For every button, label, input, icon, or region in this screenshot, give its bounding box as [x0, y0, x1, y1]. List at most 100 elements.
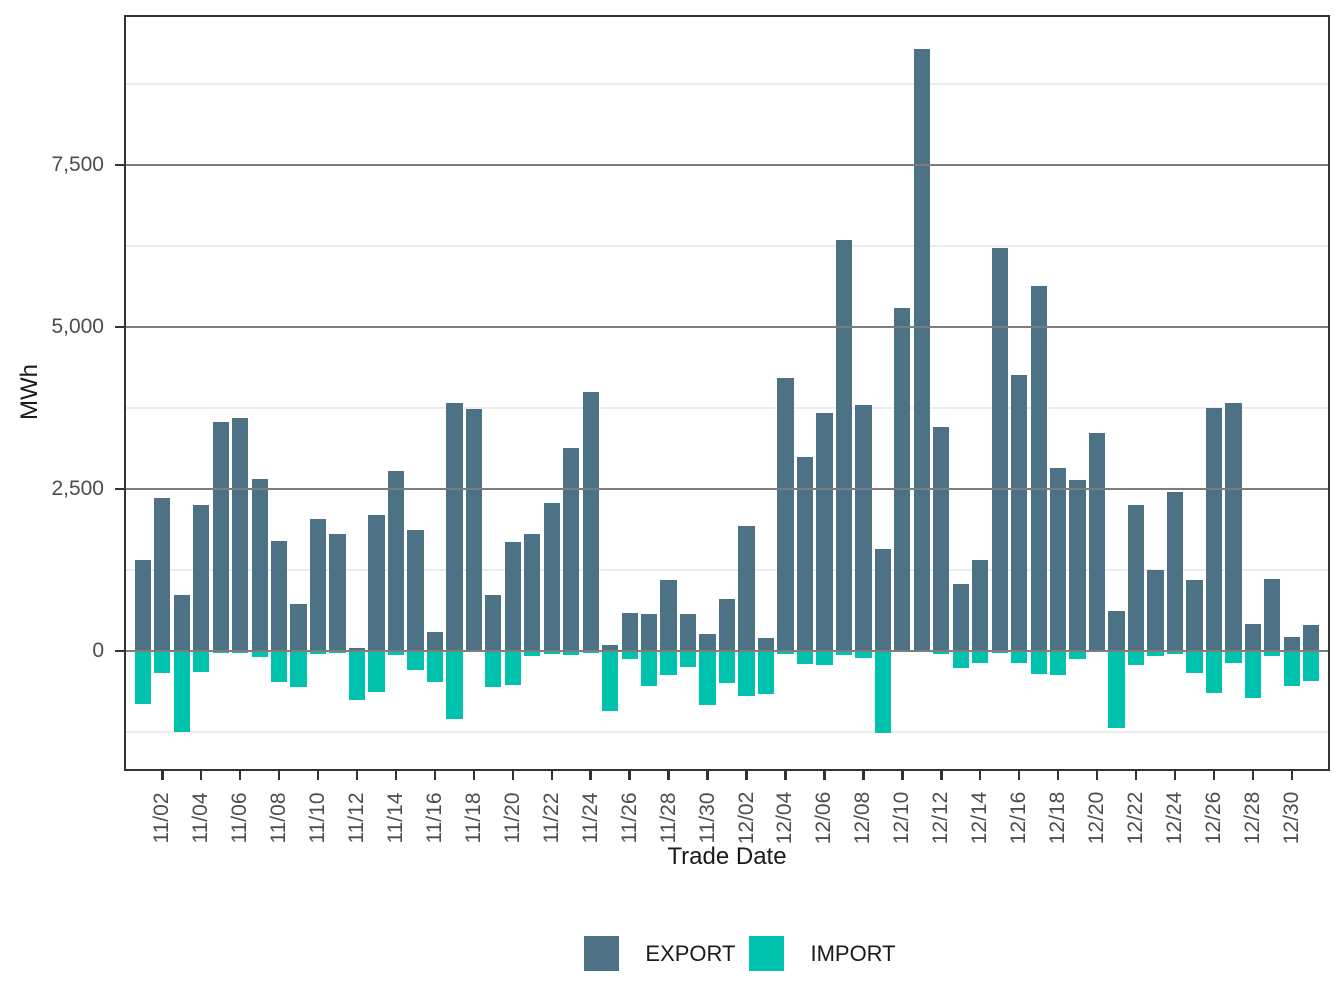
- bar-import-12/31: [1303, 651, 1320, 681]
- x-tick-label-12/06: 12/06: [812, 791, 836, 845]
- bar-export-12/27: [1225, 402, 1242, 651]
- x-tick-label-11/12: 11/12: [345, 792, 369, 844]
- x-tickmark-11/24: [589, 771, 592, 780]
- x-tick-label-11/20: 11/20: [500, 792, 524, 844]
- x-tick-label-11/18: 11/18: [461, 792, 485, 844]
- bar-import-11/19: [485, 651, 502, 687]
- bar-import-11/16: [426, 651, 444, 683]
- x-tick-label-11/14: 11/14: [383, 792, 407, 844]
- bar-export-12/05: [796, 457, 814, 651]
- bar-export-12/30: [1283, 636, 1300, 651]
- x-tickmark-12/28: [1251, 771, 1255, 780]
- x-tickmark-12/20: [1095, 771, 1099, 780]
- bar-import-12/22: [1127, 651, 1145, 665]
- bar-import-12/21: [1108, 651, 1125, 729]
- minor-gridline-6250: [124, 245, 1330, 247]
- legend-label-import: IMPORT: [810, 940, 896, 966]
- x-tickmark-12/14: [978, 771, 982, 780]
- x-tickmark-11/06: [238, 771, 242, 780]
- bar-export-11/24: [582, 391, 599, 651]
- x-tickmark-12/18: [1056, 771, 1060, 780]
- bar-export-11/08: [270, 540, 288, 651]
- bar-export-11/17: [446, 402, 463, 651]
- bar-export-12/08: [855, 404, 872, 651]
- bar-export-11/21: [524, 534, 541, 651]
- bar-import-11/08: [270, 651, 288, 682]
- bar-import-11/28: [660, 651, 677, 675]
- x-tick-label-11/22: 11/22: [539, 792, 563, 844]
- bar-import-11/06: [232, 651, 249, 654]
- bar-import-11/25: [602, 651, 619, 711]
- bar-export-11/29: [679, 614, 697, 651]
- major-gridline-0: [124, 650, 1330, 652]
- bar-export-11/18: [465, 409, 483, 651]
- bar-import-12/24: [1166, 651, 1184, 655]
- bar-export-12/17: [1030, 286, 1047, 651]
- plot-area: [124, 15, 1330, 771]
- bar-export-11/25: [602, 645, 619, 651]
- y-tick-label-2500: 2,500: [51, 477, 104, 500]
- bar-import-11/29: [679, 651, 697, 667]
- bar-import-11/15: [407, 651, 424, 671]
- x-tick-label-11/04: 11/04: [189, 792, 213, 844]
- x-tickmark-11/02: [161, 771, 164, 780]
- bar-import-11/23: [563, 651, 580, 655]
- bar-export-12/24: [1166, 492, 1184, 651]
- bar-export-12/19: [1069, 479, 1086, 651]
- bar-export-12/20: [1088, 432, 1106, 651]
- bar-import-12/18: [1049, 651, 1067, 675]
- major-gridline-2500: [124, 488, 1330, 490]
- y-tickmark-2500: [115, 487, 124, 491]
- x-tickmark-11/08: [277, 771, 281, 780]
- bar-export-11/20: [504, 542, 521, 651]
- bar-import-11/30: [699, 651, 716, 705]
- legend-entry-import: IMPORT: [749, 936, 896, 971]
- x-tick-label-12/04: 12/04: [773, 791, 797, 845]
- x-tick-label-12/30: 12/30: [1279, 791, 1303, 845]
- bar-export-11/15: [407, 529, 424, 651]
- bar-export-11/19: [485, 594, 502, 651]
- x-tick-label-12/16: 12/16: [1007, 791, 1031, 845]
- x-tickmark-12/12: [940, 771, 943, 780]
- x-tickmark-11/12: [355, 771, 359, 780]
- bar-import-12/16: [1011, 651, 1028, 664]
- bar-export-12/12: [933, 426, 950, 651]
- bar-import-11/11: [329, 651, 346, 653]
- x-tick-label-11/24: 11/24: [578, 792, 602, 844]
- bar-import-11/07: [251, 651, 268, 657]
- bar-export-12/15: [991, 247, 1008, 651]
- x-tick-label-11/06: 11/06: [228, 792, 252, 844]
- bar-export-11/03: [173, 595, 190, 651]
- x-tickmark-11/10: [316, 771, 320, 780]
- major-gridline-5000: [124, 326, 1330, 328]
- x-tickmark-11/30: [706, 771, 709, 780]
- bar-import-11/20: [504, 651, 521, 686]
- bar-import-11/13: [368, 651, 385, 692]
- bar-export-12/03: [757, 638, 775, 651]
- x-tickmark-12/08: [862, 771, 865, 780]
- minor-gridline-3750: [124, 407, 1330, 409]
- y-tick-label-0: 0: [92, 639, 104, 662]
- x-axis-title: Trade Date: [667, 843, 787, 870]
- bar-import-11/12: [348, 651, 366, 700]
- bar-export-12/28: [1244, 624, 1262, 651]
- bar-export-11/05: [212, 422, 229, 651]
- bar-import-12/26: [1205, 651, 1223, 694]
- import-swatch-icon: [749, 936, 785, 971]
- x-tickmark-12/22: [1134, 771, 1138, 780]
- x-tick-label-11/16: 11/16: [422, 792, 446, 844]
- x-tick-label-12/22: 12/22: [1124, 791, 1148, 845]
- x-tickmark-11/28: [667, 771, 670, 780]
- export-swatch-icon: [584, 936, 620, 971]
- bar-import-12/23: [1147, 651, 1164, 657]
- x-tickmark-12/04: [784, 771, 787, 780]
- x-tickmark-12/10: [901, 771, 904, 780]
- y-tickmark-0: [115, 649, 124, 653]
- bar-export-11/11: [329, 533, 346, 651]
- minor-gridline-1250: [124, 569, 1330, 571]
- bar-import-12/29: [1264, 651, 1281, 657]
- bar-export-11/14: [387, 470, 405, 651]
- x-tick-label-11/26: 11/26: [617, 792, 641, 844]
- x-tickmark-11/16: [433, 771, 437, 780]
